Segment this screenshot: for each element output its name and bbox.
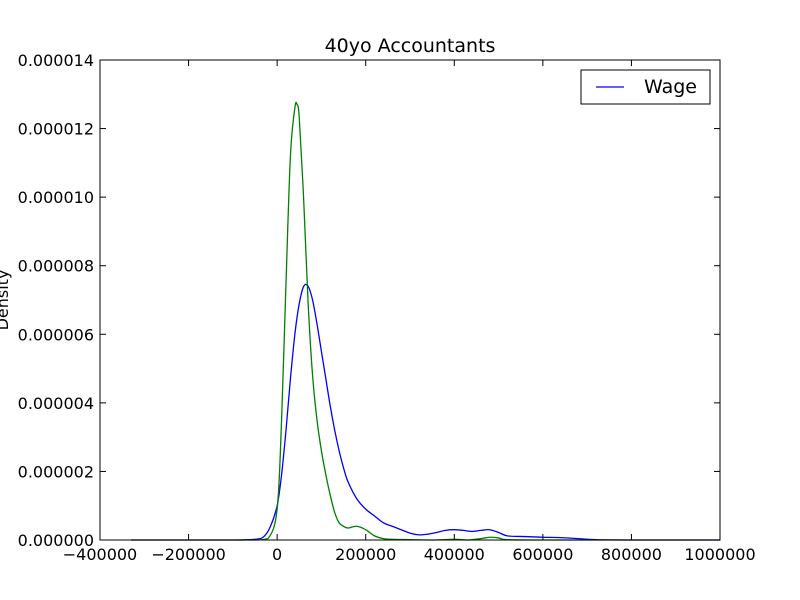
- x-tick-label: 400000: [424, 545, 485, 564]
- series-line-wage: [131, 283, 720, 541]
- ticks-layer: −400000 −200000 0 200000 400000 600000 800000 1…: [18, 51, 756, 564]
- y-tick-label: 0.000006: [18, 325, 94, 344]
- series-layer: [131, 101, 720, 541]
- chart-title: 40yo Accountants: [325, 35, 496, 57]
- x-tick-label: 600000: [512, 545, 573, 564]
- y-tick-label: 0.000008: [18, 257, 94, 276]
- x-tick-label: −200000: [151, 545, 225, 564]
- x-tick-label: 1000000: [684, 545, 755, 564]
- series-line-2: [131, 101, 720, 541]
- y-tick-label: 0.000014: [18, 51, 94, 70]
- y-tick-label: 0.000002: [18, 462, 94, 481]
- y-tick-label: 0.000000: [18, 531, 94, 550]
- legend-label-wage: Wage: [644, 76, 697, 98]
- x-tick-label: 200000: [335, 545, 396, 564]
- x-tick-label: 800000: [601, 545, 662, 564]
- x-tick-label: −400000: [63, 545, 137, 564]
- y-tick-label: 0.000004: [18, 394, 94, 413]
- legend: Wage: [580, 69, 711, 105]
- x-tick-label: 0: [272, 545, 282, 564]
- plot-frame: [99, 59, 721, 541]
- y-tick-label: 0.000010: [18, 188, 94, 207]
- plot-area: [100, 60, 720, 540]
- y-tick-label: 0.000012: [18, 120, 94, 139]
- y-axis-label: Density: [0, 270, 12, 331]
